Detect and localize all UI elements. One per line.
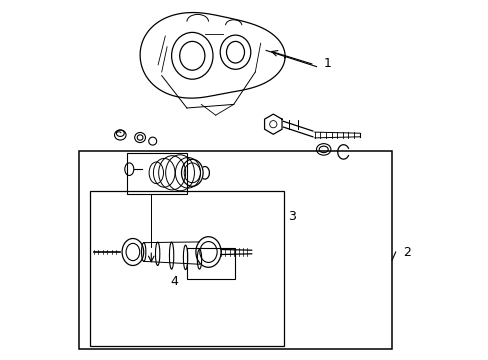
Bar (186, 248, 235, 279)
Text: 3: 3 (287, 210, 295, 222)
Bar (89, 191, 284, 346)
Text: 1: 1 (323, 57, 331, 69)
Text: 2: 2 (402, 246, 410, 258)
Bar (79, 151, 391, 349)
Text: 4: 4 (170, 275, 178, 288)
Bar (127, 153, 186, 194)
